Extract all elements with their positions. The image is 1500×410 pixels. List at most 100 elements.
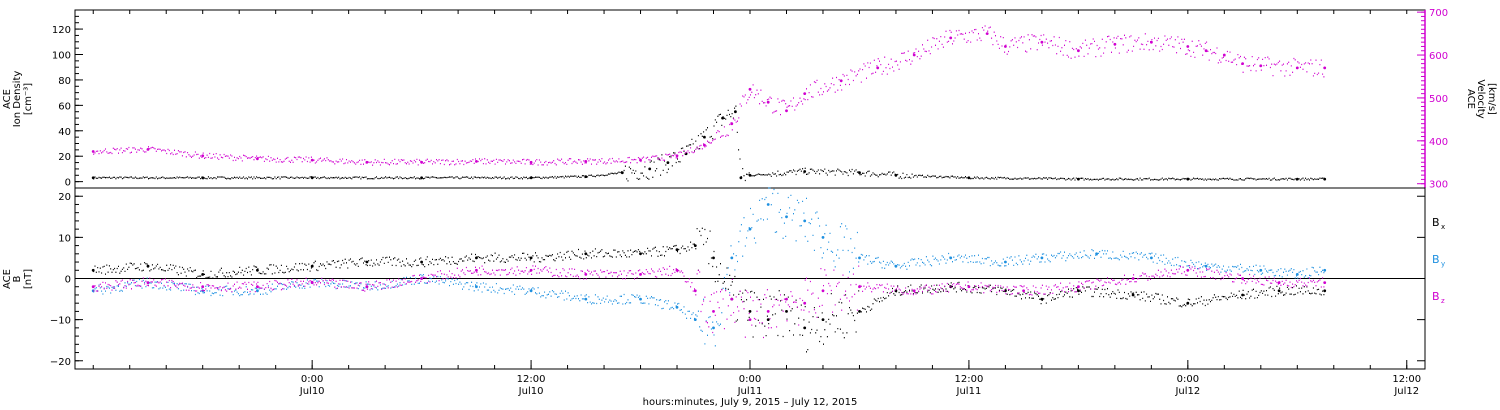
series-bx-point-16 — [766, 318, 770, 321]
series-density-point-12 — [734, 110, 737, 114]
series-bz-point-1 — [146, 281, 150, 284]
series-velocity-point-11 — [675, 154, 679, 158]
series-bx-trace — [93, 227, 1325, 353]
series-bz-point-17 — [785, 297, 788, 301]
b-axis-ticks: −20 −10 0 10 20 — [50, 187, 83, 370]
series-by-point-30 — [1323, 268, 1327, 272]
time-axis-label: hours:minutes, July 9, 2015 – July 12, 2… — [643, 397, 858, 408]
series-velocity-point-17 — [803, 92, 807, 95]
velocity-tick-label-1: 400 — [1429, 137, 1448, 148]
legend-by-label: B — [1432, 253, 1440, 266]
velocity-axis-label-line-2: Velocity — [1475, 79, 1486, 118]
series-bz-point-29 — [1323, 281, 1327, 284]
series-velocity-point-34 — [1323, 66, 1327, 70]
series-bx-point-12 — [693, 244, 697, 248]
series-by-point-19 — [821, 236, 825, 239]
series-bx-point-19 — [821, 318, 825, 321]
velocity-axis-ticks: 300 400 500 600 700 — [1417, 8, 1448, 191]
series-density-dots — [93, 105, 1325, 182]
series-velocity-point-29 — [1204, 49, 1208, 53]
series-bz-point-9 — [584, 273, 588, 276]
top-plot-frame — [74, 9, 1426, 189]
b-axis-unit: [nT] — [23, 269, 34, 289]
series-by-point-17 — [785, 215, 788, 219]
density-axis-ticks: 0 20 40 60 80 100 120 — [52, 15, 83, 189]
velocity-tick-label-0: 300 — [1429, 180, 1448, 191]
series-by-point-24 — [1040, 256, 1044, 260]
density-tick-label-2: 40 — [58, 127, 71, 138]
legend-bx: B x — [1432, 216, 1445, 231]
series-bx-point-30 — [1323, 289, 1327, 293]
series-bx-point-18 — [803, 326, 807, 330]
legend-by-subscript: y — [1441, 260, 1445, 268]
series-density-point-15 — [803, 170, 807, 173]
velocity-tick-label-4: 700 — [1429, 8, 1448, 19]
series-by-point-13 — [712, 326, 715, 330]
series-velocity-dots — [93, 25, 1325, 166]
series-bz-point-15 — [748, 318, 752, 321]
series-density-point-8 — [666, 161, 670, 165]
series-by-dots — [93, 187, 1325, 347]
series-bz-dots — [93, 265, 1325, 339]
series-by-point-11 — [675, 305, 679, 309]
bottom-panel: −20 −10 0 10 20 ACE B [nT] B x B y B z — [2, 187, 1445, 370]
density-tick-label-1: 20 — [58, 152, 71, 163]
series-bz-trace — [93, 265, 1325, 339]
series-velocity-trace — [93, 25, 1325, 166]
series-bz-point-21 — [912, 289, 916, 293]
density-tick-label-3: 60 — [58, 101, 71, 112]
series-velocity-point-14 — [748, 87, 752, 91]
date-tick-label-0: Jul10 — [299, 386, 325, 397]
b-tick-label-4: 20 — [58, 192, 71, 203]
series-bz-point-16 — [766, 310, 770, 313]
time-tick-label-2: 0:00 — [739, 374, 761, 385]
series-by-point-29 — [1295, 273, 1299, 276]
series-velocity-point-21 — [949, 36, 953, 40]
series-bz-point-12 — [693, 289, 697, 293]
series-by-point-26 — [1150, 256, 1153, 260]
date-tick-label-2: Jul11 — [737, 386, 763, 397]
date-tick-label-5: Jul12 — [1393, 386, 1419, 397]
velocity-axis-label-line-1: ACE — [1465, 89, 1476, 109]
series-bz-point-23 — [1022, 289, 1025, 293]
density-tick-label-4: 80 — [58, 76, 71, 87]
series-velocity-point-2 — [201, 154, 205, 158]
series-velocity-point-24 — [1040, 40, 1044, 44]
series-bz-point-0 — [91, 285, 95, 289]
series-bz-point-7 — [475, 268, 478, 272]
series-density-trace — [93, 105, 1325, 182]
series-bx-point-11 — [675, 248, 679, 252]
b-tick-label-2: 0 — [65, 275, 71, 286]
top-series-layer — [91, 25, 1327, 182]
series-bx-point-29 — [1277, 289, 1281, 293]
series-bx-point-13 — [712, 256, 715, 260]
b-axis-label-line-2: B — [12, 275, 23, 282]
series-by-trace — [93, 187, 1325, 347]
series-velocity-point-20 — [912, 53, 916, 57]
legend-bx-subscript: x — [1441, 223, 1445, 231]
series-velocity-point-9 — [584, 160, 588, 163]
top-panel: 0 20 40 60 80 100 120 300 400 500 600 700 ACE Ion … — [2, 8, 1497, 191]
series-velocity-point-23 — [1004, 45, 1007, 48]
legend-by: B y — [1432, 253, 1445, 268]
b-tick-label-1: −10 — [50, 316, 71, 327]
date-tick-label-4: Jul12 — [1174, 386, 1200, 397]
series-by-point-18 — [803, 219, 807, 223]
time-axis: 0:00Jul1012:00Jul100:00Jul1112:00Jul110:… — [92, 10, 1421, 397]
time-tick-label-5: 12:00 — [1392, 374, 1421, 385]
series-by-point-23 — [1004, 260, 1007, 264]
series-bz-point-14 — [730, 297, 734, 301]
series-velocity-point-0 — [91, 150, 95, 153]
density-tick-label-0: 0 — [65, 178, 71, 189]
series-velocity-point-19 — [876, 66, 880, 70]
series-velocity-point-15 — [766, 100, 770, 104]
velocity-tick-label-3: 600 — [1429, 51, 1448, 62]
density-tick-label-6: 120 — [52, 25, 71, 36]
series-velocity-point-16 — [785, 109, 788, 113]
time-tick-label-3: 12:00 — [955, 374, 984, 385]
series-velocity-point-10 — [639, 158, 642, 162]
b-axis-label-line-1: ACE — [2, 269, 13, 289]
legend-bz-subscript: z — [1441, 297, 1445, 305]
series-by-point-28 — [1259, 268, 1263, 272]
